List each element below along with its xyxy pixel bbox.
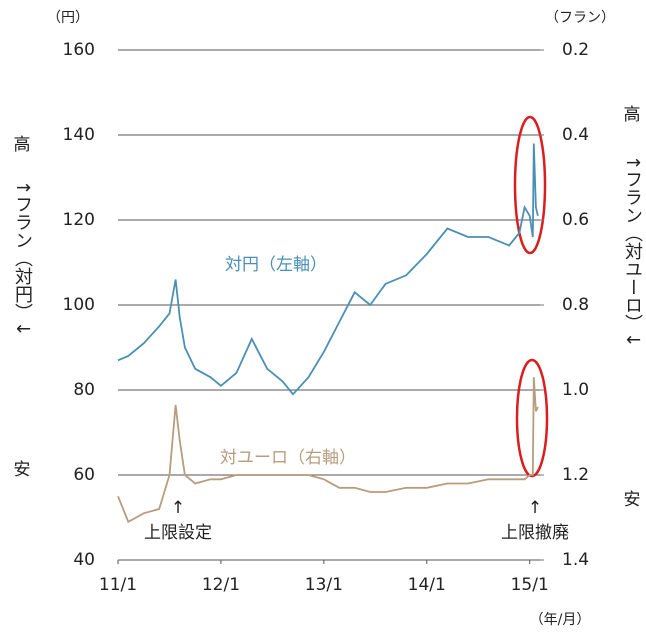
- annotation: ↑: [528, 498, 542, 518]
- x-tick-label: 11/1: [99, 575, 137, 595]
- y-tick-label: 60: [73, 465, 95, 485]
- left-unit: （円）: [47, 10, 89, 26]
- right-axis-label: ↑フラン（対ユーロ）↓: [622, 155, 643, 347]
- y2-tick-label: 1.2: [562, 465, 589, 485]
- left-axis-label: ↑フラン（対円）↓: [12, 180, 33, 336]
- series-line: [117, 377, 539, 524]
- y2-tick-label: 0.2: [562, 40, 589, 60]
- y-tick-label: 160: [63, 40, 95, 60]
- annotation: 上限設定: [144, 523, 212, 543]
- x-unit: （年/月）: [530, 612, 591, 628]
- y2-tick-label: 0.6: [562, 210, 589, 230]
- series-line: [117, 143, 539, 396]
- y2-tick-label: 0.4: [562, 125, 589, 145]
- annotation: 上限撤廃: [501, 523, 569, 543]
- series-label: 対円（左軸）: [225, 255, 327, 275]
- left-low: 安: [14, 460, 31, 480]
- x-tick-label: 15/1: [511, 575, 549, 595]
- annotation: ↑: [171, 498, 185, 518]
- x-tick-label: 12/1: [202, 575, 240, 595]
- right-high: 高: [624, 105, 641, 125]
- series-label: 対ユーロ（右軸）: [220, 448, 356, 468]
- left-high: 高: [14, 135, 31, 155]
- y2-tick-label: 1.0: [562, 380, 589, 400]
- y2-tick-label: 0.8: [562, 295, 589, 315]
- x-tick-label: 13/1: [305, 575, 343, 595]
- y2-tick-label: 1.4: [562, 550, 589, 570]
- y-tick-label: 100: [63, 295, 95, 315]
- y-tick-label: 120: [63, 210, 95, 230]
- right-unit: （フラン）: [545, 10, 615, 26]
- highlight-ellipse: [515, 358, 549, 478]
- right-low: 安: [624, 490, 641, 510]
- y-tick-label: 140: [63, 125, 95, 145]
- y-tick-label: 40: [73, 550, 95, 570]
- highlight-ellipse: [513, 115, 547, 255]
- y-tick-label: 80: [73, 380, 95, 400]
- x-tick-label: 14/1: [408, 575, 446, 595]
